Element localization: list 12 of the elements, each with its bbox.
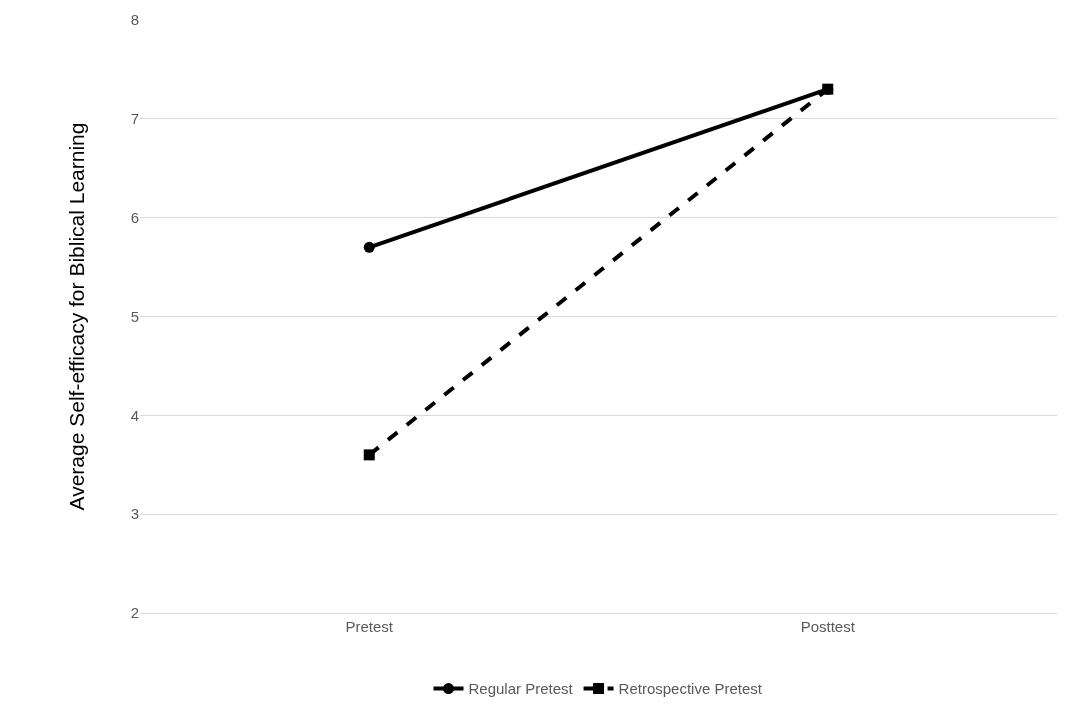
y-tick-label: 7 bbox=[130, 110, 139, 128]
y-axis-title: Average Self-efficacy for Biblical Learning bbox=[64, 122, 88, 511]
y-tick-label: 2 bbox=[130, 604, 139, 622]
y-tick-label: 6 bbox=[130, 208, 139, 226]
legend-label: Regular Pretest bbox=[468, 680, 574, 698]
y-tick-label: 8 bbox=[130, 11, 139, 29]
y-tick-label: 5 bbox=[130, 307, 139, 325]
y-tick-label: 3 bbox=[130, 505, 139, 523]
y-tick-label: 4 bbox=[130, 406, 139, 424]
legend-label: Retrospective Pretest bbox=[618, 680, 763, 698]
x-tick-label: Posttest bbox=[800, 618, 856, 635]
x-tick-label: Pretest bbox=[345, 618, 394, 635]
